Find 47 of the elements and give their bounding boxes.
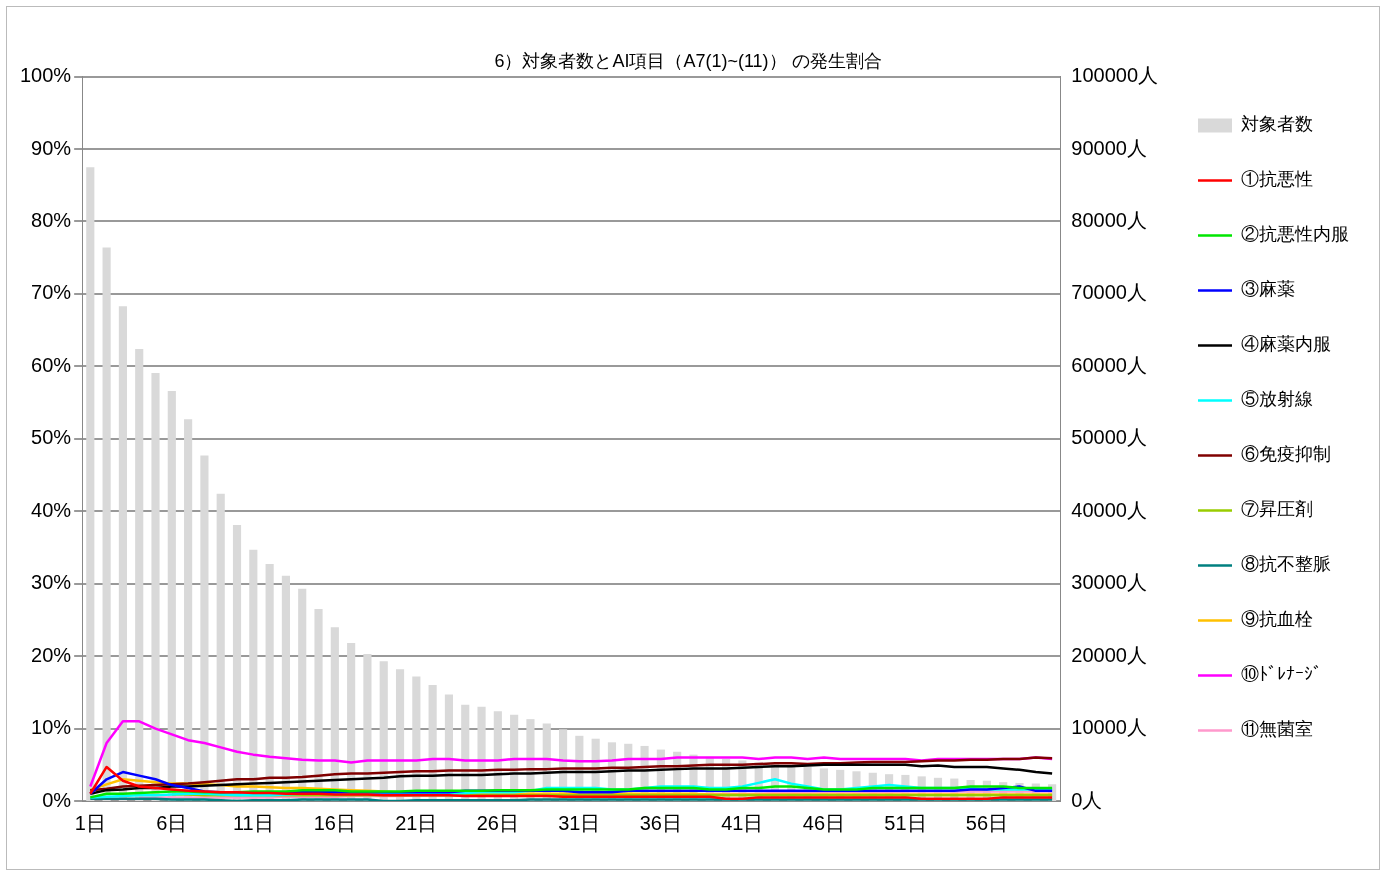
legend-label: ⑩ﾄﾞﾚﾅｰｼﾞ [1241,664,1322,685]
x-tick-label: 16日 [313,811,356,834]
y2-tick-label: 20000人 [1071,643,1147,666]
x-tick-label: 51日 [884,811,927,834]
x-tick-label: 21日 [395,811,438,834]
y2-tick-label: 10000人 [1071,716,1147,739]
chart-title: 6）対象者数とAI項目（A7(1)~(11)） の発生割合 [494,50,882,71]
legend-label: ③麻薬 [1241,279,1295,300]
y2-tick-label: 40000人 [1071,498,1147,521]
x-tick-label: 6日 [156,811,188,834]
y2-tick-label: 90000人 [1071,136,1147,159]
legend-label: ⑦昇圧剤 [1241,499,1313,520]
y2-tick-label: 30000人 [1071,571,1147,594]
legend-label: 対象者数 [1241,114,1313,135]
x-tick-label: 41日 [721,811,764,834]
y-tick-label: 10% [31,716,72,739]
y-tick-label: 50% [31,426,72,449]
y2-tick-label: 0人 [1071,788,1103,811]
y-tick-label: 100% [20,64,72,87]
legend-label: ⑧抗不整脈 [1241,554,1331,575]
x-tick-label: 46日 [802,811,846,834]
legend-label: ②抗悪性内服 [1241,224,1349,245]
x-tick-label: 36日 [639,811,682,834]
legend-label: ⑨抗血栓 [1241,609,1313,630]
y-tick-label: 40% [31,498,72,521]
y-tick-label: 90% [31,136,72,159]
y-tick-label: 80% [31,209,72,231]
y2-tick-label: 70000人 [1071,281,1147,304]
y2-tick-label: 100000人 [1071,64,1159,87]
y-tick-label: 60% [31,353,72,376]
x-tick-label: 31日 [558,811,601,834]
y-tick-label: 20% [31,643,72,666]
x-tick-label: 26日 [476,811,519,834]
x-tick-label: 56日 [965,811,1009,834]
legend-label: ⑤放射線 [1241,389,1313,410]
legend-label: ⑪無菌室 [1241,719,1313,740]
legend-label: ⑥免疫抑制 [1241,444,1331,465]
y2-tick-label: 80000人 [1071,209,1147,231]
y-tick-label: 30% [31,571,72,594]
x-tick-label: 1日 [74,811,106,834]
x-tick-label: 11日 [232,811,274,834]
y-tick-label: 70% [31,281,72,304]
legend-label: ④麻薬内服 [1241,334,1331,355]
y2-tick-label: 50000人 [1071,426,1147,449]
y2-tick-label: 60000人 [1071,353,1147,376]
y-tick-label: 0% [42,788,72,811]
legend-label: ①抗悪性 [1241,169,1313,190]
